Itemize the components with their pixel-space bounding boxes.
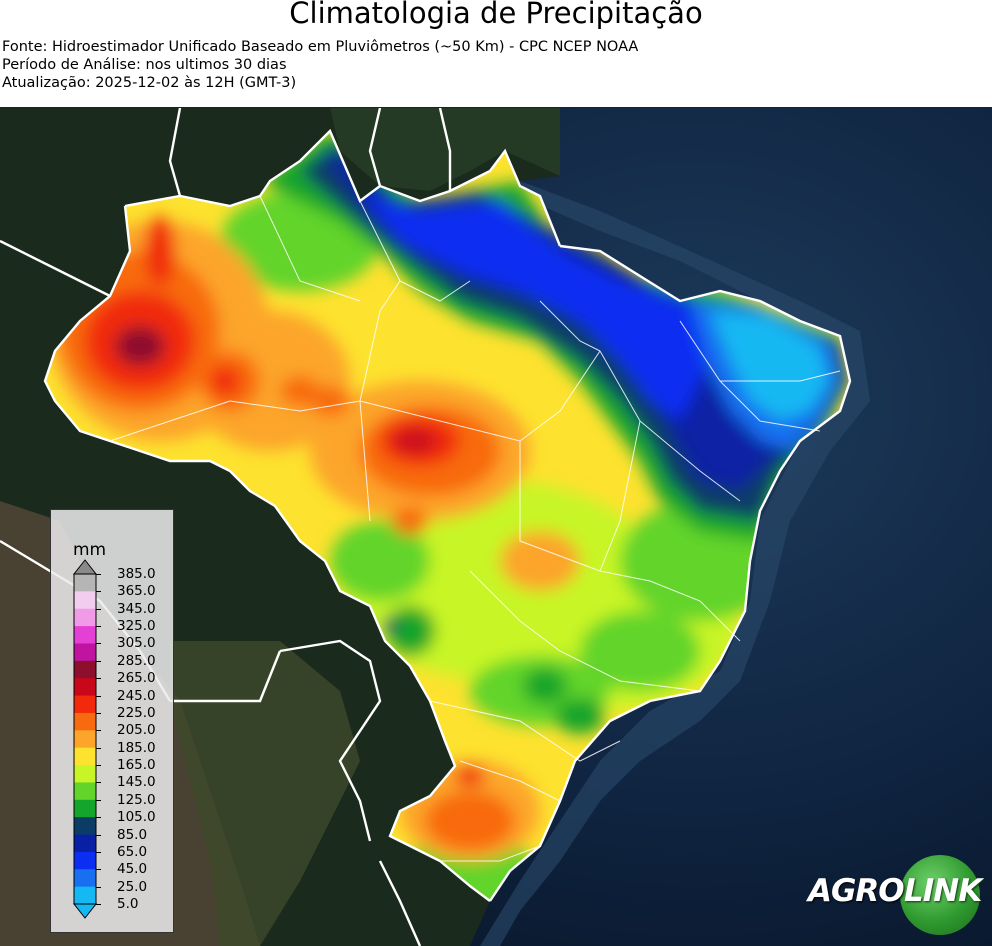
color-legend: mm 385.0 365.0 345.0 325.0 305.0 285.0 265.0 24… [50,509,174,933]
legend-tick-label: 125.0 [117,791,156,808]
legend-swatch [74,851,96,870]
legend-unit: mm [73,540,107,560]
legend-swatch [74,695,96,714]
legend-tick-mark [96,851,101,853]
logo-text-agro: AGRO [808,873,905,909]
legend-tick-label: 105.0 [117,809,156,826]
legend-tick-label: 25.0 [117,878,148,895]
legend-swatch [74,712,96,731]
legend-tick-label: 325.0 [117,618,156,635]
legend-swatch [74,782,96,801]
legend-tick-label: 5.0 [117,896,139,912]
legend-tick-mark [96,799,101,801]
legend-tick-mark [96,782,101,784]
period-line: Período de Análise: nos ultimos 30 dias [2,57,287,73]
legend-tick-mark [96,678,101,680]
legend-tick-mark [96,834,101,836]
legend-tick-mark [96,643,101,645]
legend-swatch [74,765,96,783]
legend-tick-label: 45.0 [117,861,148,878]
legend-colorbar [72,559,98,919]
legend-tick-mark [96,626,101,628]
legend-swatch [74,574,96,592]
agrolink-logo: AGRO LINK [808,855,982,935]
map-title: Climatologia de Precipitação [289,0,703,30]
legend-swatch [74,678,96,697]
legend-tick-label: 145.0 [117,774,156,791]
legend-tick-mark [96,886,101,888]
legend-tick-mark [96,695,101,697]
legend-tick-label: 165.0 [117,757,156,774]
legend-tick-mark [96,904,101,905]
legend-swatch [74,730,96,749]
legend-tick-mark [96,608,101,610]
legend-swatch [74,817,96,836]
legend-tick-mark [96,730,101,732]
guiana-region [330,108,560,191]
legend-tick-mark [96,591,101,593]
legend-swatch [74,834,96,853]
legend-swatch [74,747,96,766]
logo-text-link: LINK [904,873,982,909]
state-borders [109,195,841,862]
legend-arrow-bottom [72,903,98,919]
legend-swatch [74,869,96,888]
legend-tick-label: 65.0 [117,843,148,860]
chaco-region [170,641,360,946]
legend-arrow-top [72,559,98,575]
legend-tick-label: 265.0 [117,670,156,687]
legend-tick-label: 245.0 [117,687,156,704]
legend-tick-mark [96,660,101,662]
legend-tick-label: 345.0 [117,600,156,617]
legend-tick-mark [96,869,101,871]
legend-tick-label: 205.0 [117,722,156,739]
legend-swatch [74,626,96,644]
legend-tick-label: 185.0 [117,739,156,756]
legend-swatch [74,608,96,627]
update-line: Atualização: 2025-12-02 às 12H (GMT-3) [2,75,297,91]
legend-tick-mark [96,817,101,819]
legend-tick-mark [96,712,101,714]
legend-swatch [74,886,96,905]
legend-tick-label: 85.0 [117,826,148,843]
legend-tick-label: 385.0 [117,566,156,582]
legend-swatch [74,643,96,662]
source-line: Fonte: Hidroestimador Unificado Baseado … [2,39,639,55]
legend-tick-mark [96,765,101,767]
legend-tick-mark [96,574,101,575]
legend-tick-label: 225.0 [117,704,156,721]
legend-swatch [74,799,96,818]
legend-swatch [74,660,96,679]
logo-circle [900,855,980,935]
legend-tick-label: 305.0 [117,635,156,652]
legend-swatch [74,591,96,610]
legend-tick-mark [96,747,101,749]
legend-tick-label: 285.0 [117,652,156,669]
legend-tick-label: 365.0 [117,583,156,600]
